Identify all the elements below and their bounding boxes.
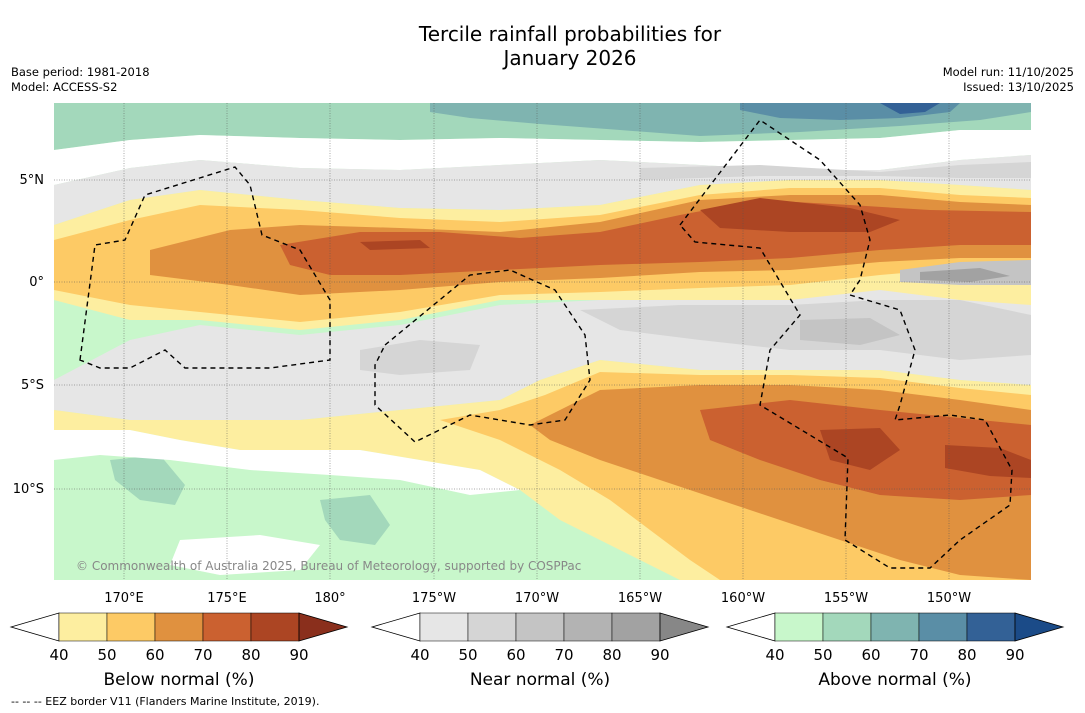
colorbar-below-tick-80: 80 — [241, 646, 260, 664]
eez-border-west — [79, 166, 331, 369]
copyright-text: © Commonwealth of Australia 2025, Bureau… — [76, 559, 581, 573]
south-white-patch — [170, 535, 320, 575]
colorbars: 40 50 60 70 80 90 Below normal (%) 40 50 60 70 80 90… — [9, 612, 1065, 690]
colorbar-near-cell-80 — [611, 612, 661, 642]
colorbar-near-tick-80: 80 — [602, 646, 621, 664]
lat-labels: 5°N 0° 5°S 10°S — [13, 173, 44, 497]
issued-date: Issued: 13/10/2025 — [963, 80, 1074, 94]
lon-label-175e: 175°E — [207, 591, 247, 606]
model-name: Model: ACCESS-S2 — [11, 80, 118, 94]
lon-label-170e: 170°E — [104, 591, 144, 606]
south-below-80 — [820, 428, 1031, 478]
colorbar-below-cell-50 — [106, 612, 156, 642]
colorbar-near-over-triangle — [659, 612, 710, 642]
colorbar-below-tick-90: 90 — [289, 646, 308, 664]
colorbar-below: 40 50 60 70 80 90 Below normal (%) — [9, 612, 349, 690]
lat-label-5n: 5°N — [20, 173, 45, 188]
north-near-50 — [640, 162, 1031, 180]
map-title: Tercile rainfall probabilities for Janua… — [0, 22, 1085, 70]
lon-label-160w: 160°W — [721, 591, 765, 606]
colorbar-above-over-triangle — [1014, 612, 1065, 642]
colorbar-below-cell-80 — [250, 612, 300, 642]
title-line-1: Tercile rainfall probabilities for — [418, 22, 722, 46]
eez-border-northeast — [679, 119, 1013, 569]
colorbar-above-tick-40: 40 — [765, 646, 784, 664]
colorbar-below-cell-70 — [202, 612, 252, 642]
eez-footnote: -- -- -- EEZ border V11 (Flanders Marine… — [11, 695, 320, 708]
meta-left: Base period: 1981-2018 Model: ACCESS-S2 — [11, 65, 150, 95]
below-80 — [360, 198, 900, 250]
lat-label-0: 0° — [29, 275, 44, 290]
colorbar-above-under-triangle — [725, 612, 776, 642]
lon-label-175w: 175°W — [412, 591, 456, 606]
colorbar-below-tick-60: 60 — [145, 646, 164, 664]
colorbar-near-tick-40: 40 — [410, 646, 429, 664]
colorbar-below-tick-40: 40 — [49, 646, 68, 664]
eez-borders — [79, 119, 1013, 569]
colorbar-near-under-triangle — [370, 612, 421, 642]
colorbar-near-tick-60: 60 — [506, 646, 525, 664]
colorbar-near: 40 50 60 70 80 90 Near normal (%) — [370, 612, 710, 690]
probability-field — [54, 103, 1031, 580]
colorbar-below-over-triangle — [298, 612, 349, 642]
colorbar-above-tick-90: 90 — [1005, 646, 1024, 664]
colorbar-near-cell-40 — [419, 612, 469, 642]
colorbar-near-cell-70 — [563, 612, 613, 642]
colorbar-below-tick-50: 50 — [97, 646, 116, 664]
colorbar-below-under-triangle — [9, 612, 60, 642]
south-above-50-west — [110, 455, 185, 505]
north-above-90 — [880, 103, 940, 114]
colorbar-above-tick-60: 60 — [861, 646, 880, 664]
meta-right: Model run: 11/10/2025 Issued: 13/10/2025 — [943, 65, 1074, 95]
colorbar-below-label: Below normal (%) — [104, 670, 255, 690]
colorbar-above-cell-60 — [870, 612, 920, 642]
colorbar-above-cell-70 — [918, 612, 968, 642]
colorbar-above-tick-50: 50 — [813, 646, 832, 664]
eez-border-central — [374, 269, 591, 443]
colorbar-near-cell-60 — [515, 612, 565, 642]
lon-label-165w: 165°W — [618, 591, 662, 606]
lon-label-180: 180° — [314, 591, 345, 606]
north-white-strip — [54, 130, 1031, 185]
lat-label-10s: 10°S — [13, 482, 44, 497]
south-near-70 — [920, 268, 1010, 282]
colorbar-above-tick-70: 70 — [909, 646, 928, 664]
lon-label-170w: 170°W — [515, 591, 559, 606]
colorbar-near-cell-50 — [467, 612, 517, 642]
colorbar-below-cell-60 — [154, 612, 204, 642]
title-line-2: January 2026 — [503, 46, 637, 70]
colorbar-above-label: Above normal (%) — [818, 670, 971, 690]
lat-label-5s: 5°S — [21, 378, 44, 393]
colorbar-above-tick-80: 80 — [957, 646, 976, 664]
model-run: Model run: 11/10/2025 — [942, 65, 1074, 79]
lon-label-150w: 150°W — [927, 591, 971, 606]
colorbar-above-cell-50 — [822, 612, 872, 642]
lon-labels: 170°E 175°E 180° 175°W 170°W 165°W 160°W… — [104, 591, 971, 606]
colorbar-above-cell-80 — [966, 612, 1016, 642]
colorbar-near-tick-70: 70 — [554, 646, 573, 664]
south-above-50-mid — [320, 495, 390, 545]
colorbar-below-cell-40 — [58, 612, 108, 642]
base-period: Base period: 1981-2018 — [11, 65, 150, 79]
lon-label-155w: 155°W — [824, 591, 868, 606]
colorbar-below-tick-70: 70 — [193, 646, 212, 664]
colorbar-near-label: Near normal (%) — [470, 670, 610, 690]
colorbar-near-tick-90: 90 — [650, 646, 669, 664]
colorbar-above: 40 50 60 70 80 90 Above normal (%) — [725, 612, 1065, 690]
colorbar-above-cell-40 — [774, 612, 824, 642]
colorbar-near-tick-50: 50 — [458, 646, 477, 664]
gridlines — [54, 103, 1031, 580]
south-white-west — [54, 430, 520, 495]
